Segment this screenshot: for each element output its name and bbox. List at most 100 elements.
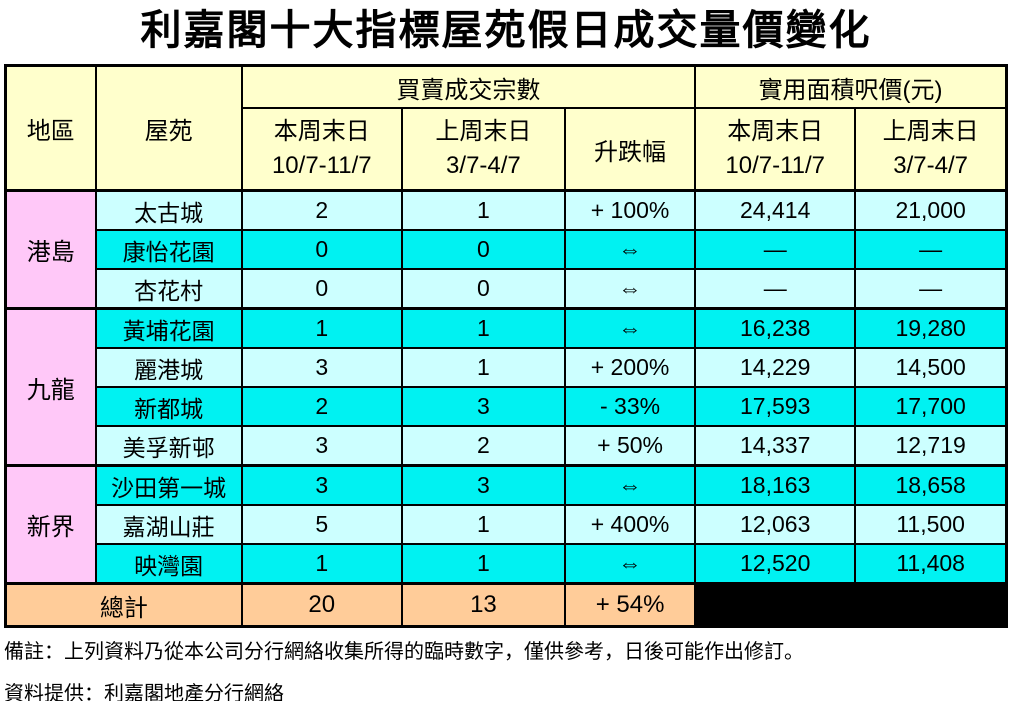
header-row-subcolumns: 本周末日 10/7-11/7 上周末日 3/7-4/7 升跌幅 本周末日 10/… [6, 107, 1008, 192]
footnote-remark: 備註：上列資料乃從本公司分行網絡收集所得的臨時數字，僅供參考，日後可能作出修訂。 [4, 641, 804, 663]
tx-last-week-cell: 0 [400, 268, 566, 310]
price-this-week-cell: 14,337 [694, 425, 857, 467]
table-footer: 總計 20 13 + 54% [4, 582, 1008, 628]
col-group-transactions: 買賣成交宗數 [240, 64, 697, 109]
price-last-week-cell: — [854, 268, 1008, 310]
price-this-week-cell: 24,414 [694, 189, 857, 231]
estate-cell: 美孚新邨 [94, 425, 243, 467]
total-change-cell: + 54% [563, 582, 697, 628]
price-last-week-cell: 11,500 [854, 504, 1008, 545]
price-last-week-cell: 14,500 [854, 347, 1008, 388]
price-this-week-cell: 12,520 [694, 543, 857, 585]
this-week-dates: 10/7-11/7 [271, 152, 372, 179]
tx-this-week-cell: 0 [240, 268, 403, 310]
page-title: 利嘉閣十大指標屋苑假日成交量價變化 [140, 7, 872, 53]
header-row-groups: 地區 屋苑 買賣成交宗數 實用面積呎價(元) [4, 64, 1008, 192]
table-row: 新都城 2 3 - 33% 17,593 17,700 [6, 386, 1008, 427]
total-tx-last-week-cell: 13 [400, 582, 566, 628]
price-last-week-cell: 18,658 [854, 464, 1008, 506]
estate-cell: 嘉湖山莊 [94, 504, 243, 545]
tx-last-week-cell: 3 [400, 386, 566, 427]
col-header-price-this-week: 本周末日 10/7-11/7 [694, 107, 857, 192]
table-row: 新界 沙田第一城 3 3 ⇔ 18,163 18,658 [4, 464, 1008, 585]
tx-last-week-cell: 1 [400, 307, 566, 349]
total-tx-this-week-cell: 20 [240, 582, 403, 628]
price-this-week-cell: — [694, 229, 857, 270]
change-cell: + 100% [563, 189, 697, 231]
tx-last-week-cell: 3 [400, 464, 566, 506]
data-table: 地區 屋苑 買賣成交宗數 實用面積呎價(元) 本周末日 10/7-11/7 上周… [4, 64, 1008, 628]
change-cell: + 50% [563, 425, 697, 467]
tx-this-week-cell: 2 [240, 189, 403, 231]
last-week-dates: 3/7-4/7 [893, 152, 968, 179]
tx-last-week-cell: 1 [400, 543, 566, 585]
last-week-label: 上周末日 [882, 118, 979, 145]
change-cell: + 400% [563, 504, 697, 545]
estate-cell: 沙田第一城 [94, 464, 243, 506]
tx-last-week-cell: 1 [400, 347, 566, 388]
last-week-dates: 3/7-4/7 [446, 152, 521, 179]
price-last-week-cell: 12,719 [854, 425, 1008, 467]
price-this-week-cell: 14,229 [694, 347, 857, 388]
col-header-price-last-week: 上周末日 3/7-4/7 [854, 107, 1008, 192]
region-cell-hong-kong-island: 港島 [4, 189, 97, 310]
price-last-week-cell: 19,280 [854, 307, 1008, 349]
price-last-week-cell: 17,700 [854, 386, 1008, 427]
this-week-dates: 10/7-11/7 [725, 152, 826, 179]
table-body: 港島 太古城 2 1 + 100% 24,414 21,000 康怡花園 0 0… [4, 189, 1008, 585]
tx-last-week-cell: 1 [400, 504, 566, 545]
price-last-week-cell: — [854, 229, 1008, 270]
change-cell: ⇔ [563, 543, 697, 585]
estate-cell: 黃埔花園 [94, 307, 243, 349]
table-row: 九龍 黃埔花園 1 1 ⇔ 16,238 19,280 [4, 307, 1008, 467]
change-cell: + 200% [563, 347, 697, 388]
total-price-blackout-cell [694, 582, 1008, 628]
price-last-week-cell: 11,408 [854, 543, 1008, 585]
last-week-label: 上周末日 [435, 118, 532, 145]
change-cell: ⇔ [563, 464, 697, 506]
price-this-week-cell: 12,063 [694, 504, 857, 545]
price-last-week-cell: 21,000 [854, 189, 1008, 231]
col-header-tx-this-week: 本周末日 10/7-11/7 [240, 107, 403, 192]
tx-last-week-cell: 1 [400, 189, 566, 231]
estate-cell: 映灣園 [94, 543, 243, 585]
table-row: 映灣園 1 1 ⇔ 12,520 11,408 [6, 543, 1008, 585]
price-this-week-cell: — [694, 268, 857, 310]
tx-this-week-cell: 2 [240, 386, 403, 427]
change-cell: ⇔ [563, 229, 697, 270]
col-group-price: 實用面積呎價(元) [694, 64, 1008, 109]
total-label-cell: 總計 [4, 582, 243, 628]
tx-this-week-cell: 3 [240, 464, 403, 506]
col-header-tx-last-week: 上周末日 3/7-4/7 [400, 107, 566, 192]
change-cell: ⇔ [563, 307, 697, 349]
estate-cell: 杏花村 [94, 268, 243, 310]
tx-this-week-cell: 3 [240, 425, 403, 467]
tx-this-week-cell: 1 [240, 307, 403, 349]
estate-cell: 新都城 [94, 386, 243, 427]
footnote-source: 資料提供：利嘉閣地產分行網絡 [4, 683, 284, 701]
estate-cell: 麗港城 [94, 347, 243, 388]
table-row: 港島 太古城 2 1 + 100% 24,414 21,000 [4, 189, 1008, 310]
estate-cell: 太古城 [94, 189, 243, 231]
region-cell-kowloon: 九龍 [4, 307, 97, 467]
table-row: 杏花村 0 0 ⇔ — — [6, 268, 1008, 310]
table-row: 美孚新邨 3 2 + 50% 14,337 12,719 [6, 425, 1008, 467]
col-header-change: 升跌幅 [563, 107, 697, 192]
estate-cell: 康怡花園 [94, 229, 243, 270]
tx-this-week-cell: 1 [240, 543, 403, 585]
table-row: 嘉湖山莊 5 1 + 400% 12,063 11,500 [6, 504, 1008, 545]
col-header-estate: 屋苑 [94, 64, 243, 192]
tx-this-week-cell: 0 [240, 229, 403, 270]
tx-this-week-cell: 5 [240, 504, 403, 545]
change-cell: ⇔ [563, 268, 697, 310]
tx-last-week-cell: 0 [400, 229, 566, 270]
tx-this-week-cell: 3 [240, 347, 403, 388]
footnotes: 備註：上列資料乃從本公司分行網絡收集所得的臨時數字，僅供參考，日後可能作出修訂。… [4, 640, 1012, 701]
col-header-region: 地區 [4, 64, 97, 192]
region-cell-new-territories: 新界 [4, 464, 97, 585]
total-row: 總計 20 13 + 54% [4, 582, 1008, 628]
price-this-week-cell: 17,593 [694, 386, 857, 427]
this-week-label: 本周末日 [727, 118, 824, 145]
change-cell: - 33% [563, 386, 697, 427]
